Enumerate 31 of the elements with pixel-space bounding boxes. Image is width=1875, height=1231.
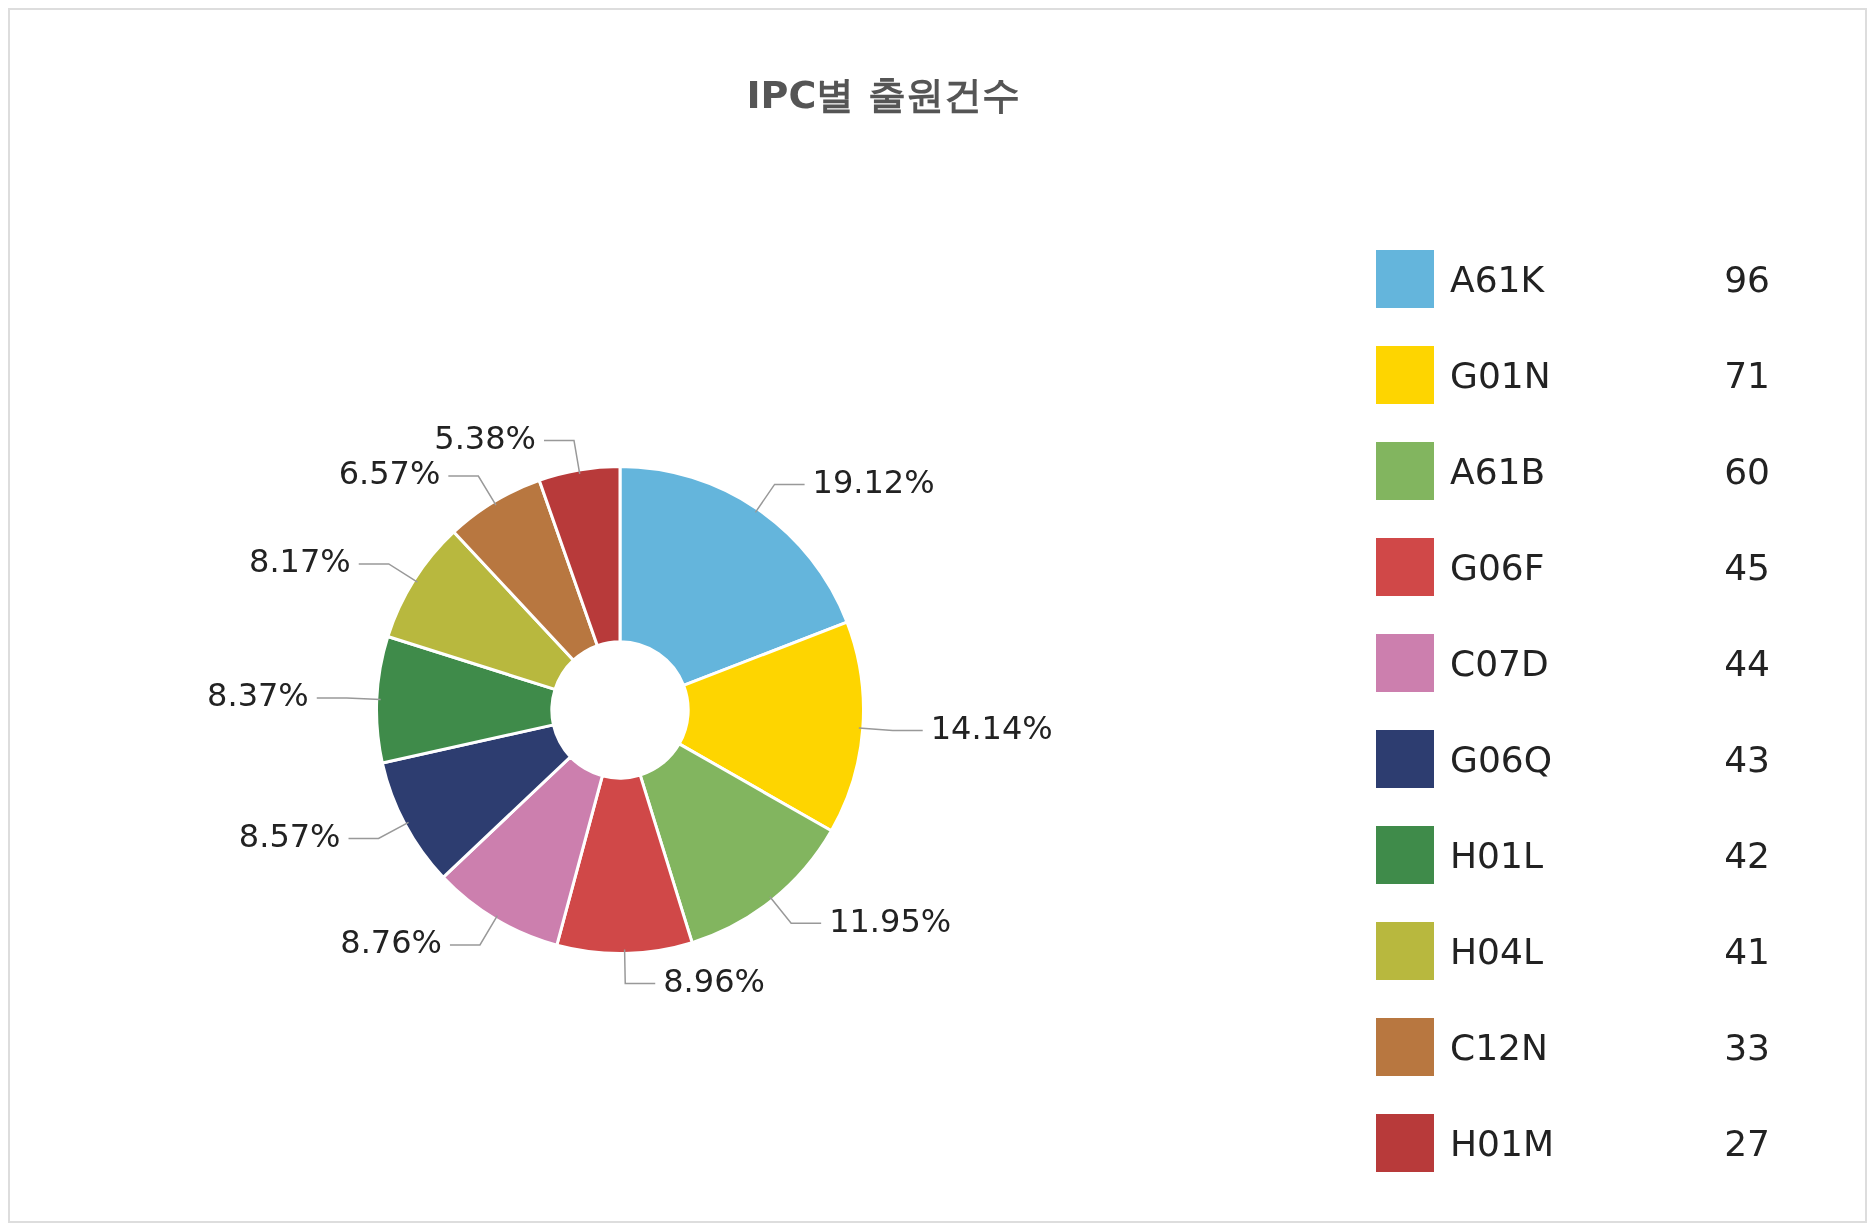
data-label: 14.14%: [930, 708, 1053, 747]
legend-label: G06F: [1450, 546, 1546, 588]
data-label: 6.57%: [338, 454, 441, 493]
data-label: 5.38%: [434, 418, 536, 457]
legend-label: A61K: [1450, 258, 1546, 300]
text: 41: [1723, 930, 1770, 972]
data-label: 8.17%: [249, 542, 351, 581]
text: 43: [1723, 738, 1770, 780]
legend-label: H01L: [1450, 834, 1544, 876]
legend-label: G01N: [1450, 354, 1552, 396]
text: 42: [1723, 834, 1770, 876]
data-label: 8.76%: [340, 923, 442, 962]
data-label: 8.37%: [207, 676, 309, 715]
legend-label: H01M: [1450, 1122, 1555, 1164]
text: 44: [1723, 642, 1770, 684]
data-label: 19.12%: [812, 462, 935, 501]
text: 96: [1723, 258, 1770, 300]
legend-label: G06Q: [1450, 738, 1554, 780]
data-label: 8.96%: [663, 961, 765, 1000]
text: 33: [1723, 1026, 1770, 1068]
legend-label: H04L: [1450, 930, 1544, 972]
legend-label: C12N: [1450, 1026, 1549, 1068]
legend-label: C07D: [1450, 642, 1550, 684]
data-label: 11.95%: [829, 901, 952, 940]
chart-title: IPC별 출원건수: [745, 72, 1021, 119]
text: 27: [1723, 1122, 1770, 1164]
text: 60: [1723, 450, 1770, 492]
legend-label: A61B: [1450, 450, 1547, 492]
text: 71: [1723, 354, 1770, 396]
text: 45: [1723, 546, 1770, 588]
data-label: 8.57%: [238, 816, 341, 855]
